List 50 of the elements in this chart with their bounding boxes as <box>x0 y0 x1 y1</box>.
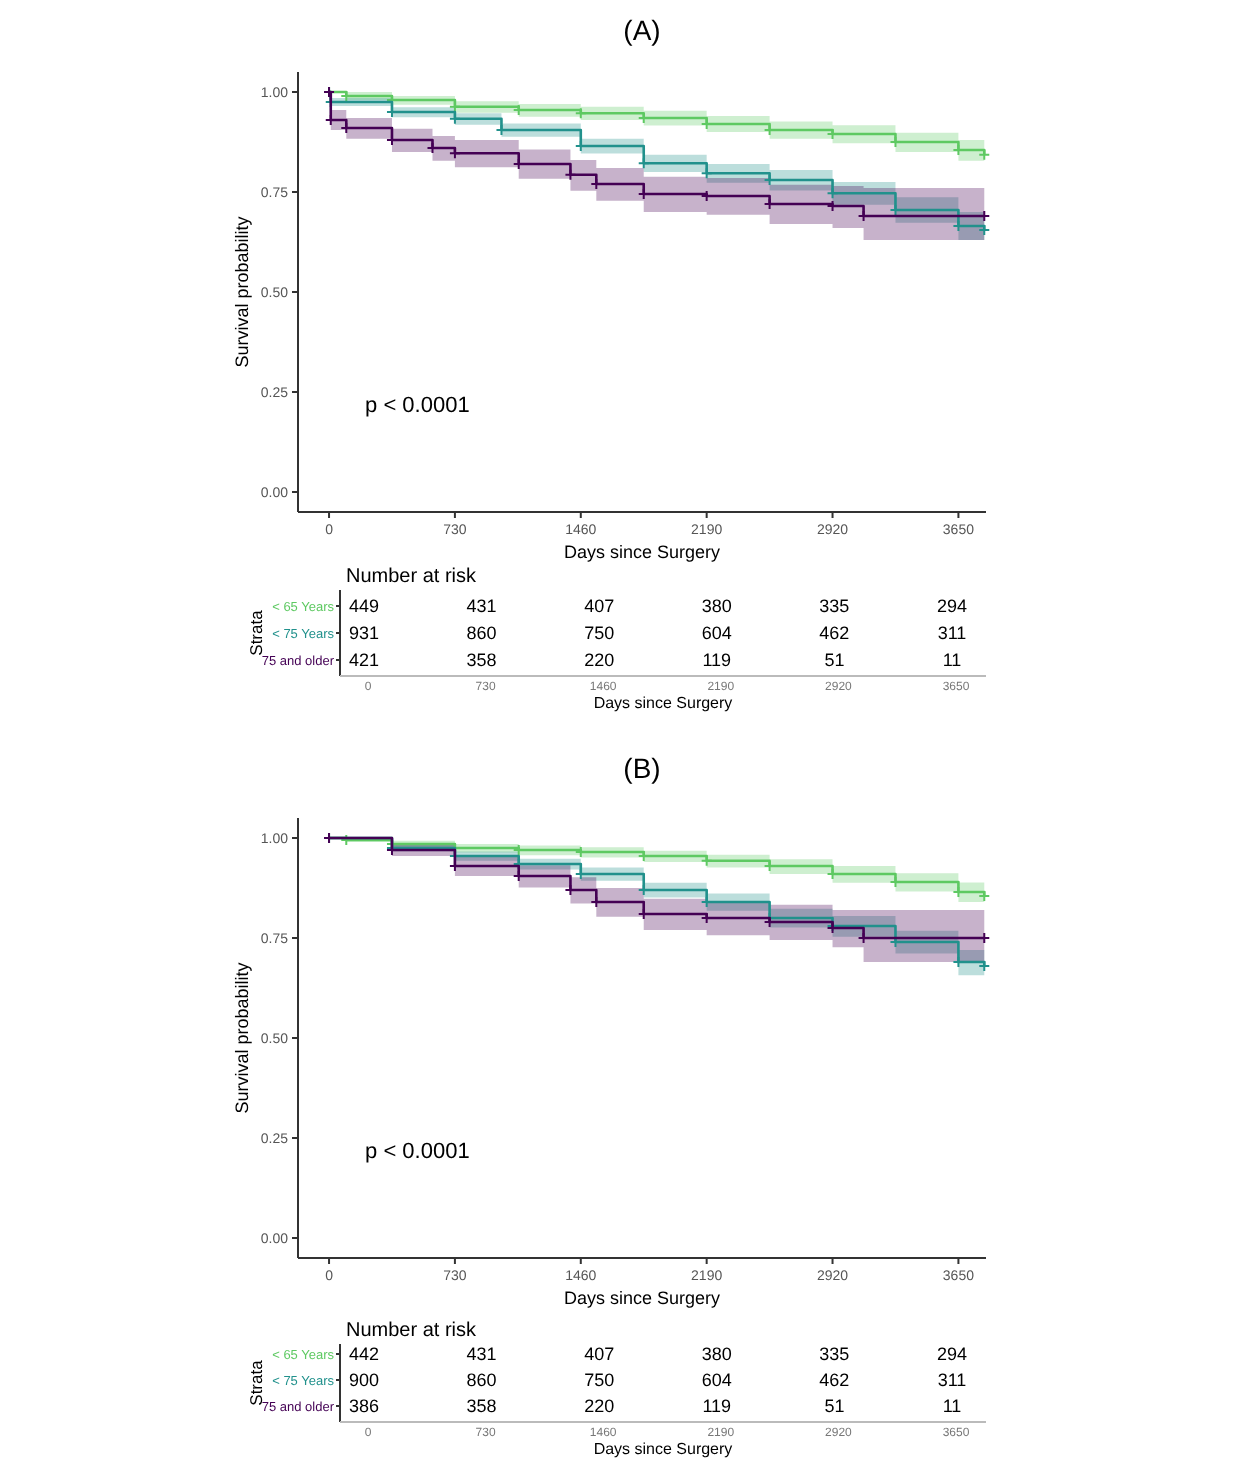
data-label: 860 <box>466 1370 497 1391</box>
annotation: p < 0.0001 <box>365 1140 470 1164</box>
y-axis-title: Strata <box>246 1359 266 1406</box>
data-label: 407 <box>584 596 615 617</box>
data-label: 421 <box>348 650 380 671</box>
data-label: 119 <box>702 1396 732 1417</box>
data-label: 294 <box>936 1344 968 1365</box>
x-axis-title: Days since Surgery <box>593 1440 733 1458</box>
data-label: 294 <box>936 596 968 617</box>
data-label: 431 <box>466 1344 497 1365</box>
annotation: p < 0.0001 <box>365 394 470 418</box>
data-label: 449 <box>348 596 380 617</box>
data-label: 119 <box>702 650 732 671</box>
data-label: 386 <box>348 1396 380 1417</box>
data-label: 462 <box>819 623 850 644</box>
data-label: 407 <box>584 1344 615 1365</box>
data-label: 931 <box>348 623 380 644</box>
y-axis-title: Survival probability <box>232 961 252 1114</box>
data-label: 750 <box>584 623 615 644</box>
data-label: 380 <box>701 596 732 617</box>
data-label: 750 <box>584 1370 615 1391</box>
chart-title: (B) <box>623 752 661 784</box>
data-label: 220 <box>584 650 615 671</box>
x-axis-title: Days since Surgery <box>563 542 722 562</box>
y-axis-title: Survival probability <box>232 215 252 368</box>
data-label: 431 <box>466 596 497 617</box>
data-label: 220 <box>584 1396 615 1417</box>
data-label: 311 <box>937 623 967 644</box>
y-axis-title: Strata <box>246 609 266 656</box>
data-label: 900 <box>348 1370 380 1391</box>
data-label: 860 <box>466 623 497 644</box>
data-label: 604 <box>701 1370 732 1391</box>
data-label: 11 <box>942 650 962 671</box>
chart-title: (A) <box>623 14 661 46</box>
data-label: 358 <box>466 650 497 671</box>
data-label: 380 <box>701 1344 732 1365</box>
data-label: 604 <box>701 623 732 644</box>
x-axis-title: Days since Surgery <box>593 694 733 712</box>
chart-title: Number at risk <box>346 1320 479 1342</box>
data-label: 51 <box>824 1396 845 1417</box>
data-label: 335 <box>819 1344 850 1365</box>
data-label: 442 <box>348 1344 380 1365</box>
data-label: 462 <box>819 1370 850 1391</box>
data-label: 11 <box>942 1396 962 1417</box>
data-label: 335 <box>819 596 850 617</box>
data-label: 358 <box>466 1396 497 1417</box>
x-axis-title: Days since Surgery <box>563 1288 722 1308</box>
data-label: 311 <box>937 1370 967 1391</box>
data-label: 51 <box>824 650 845 671</box>
chart-title: Number at risk <box>346 566 479 588</box>
